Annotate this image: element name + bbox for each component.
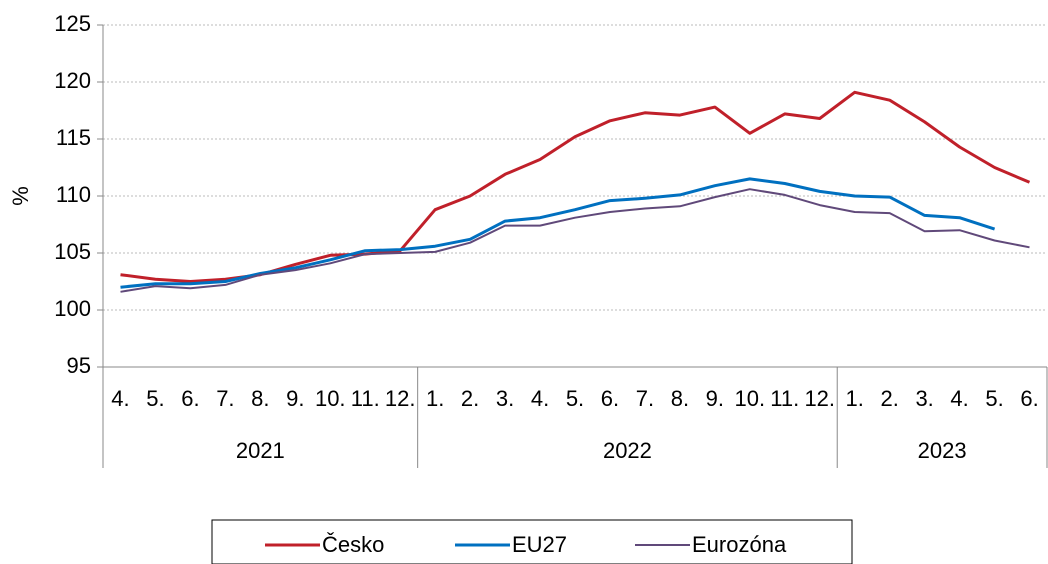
x-tick-label: 5.	[985, 386, 1003, 411]
y-tick-label: 115	[56, 125, 91, 150]
legend-label: Česko	[322, 532, 384, 557]
x-tick-label: 1.	[426, 386, 444, 411]
x-tick-label: 2.	[461, 386, 479, 411]
x-tick-label: 6.	[181, 386, 199, 411]
x-tick-label: 11.	[351, 386, 380, 411]
x-tick-label: 9.	[706, 386, 724, 411]
y-tick-label: 120	[54, 68, 91, 93]
x-tick-label: 12.	[804, 386, 835, 411]
x-group-label: 2023	[918, 438, 967, 463]
x-tick-label: 3.	[496, 386, 514, 411]
x-group-label: 2022	[603, 438, 652, 463]
x-tick-label: 8.	[251, 386, 269, 411]
x-tick-label: 4.	[531, 386, 549, 411]
x-tick-label: 10.	[735, 386, 766, 411]
y-tick-label: 95	[67, 353, 91, 378]
x-tick-label: 9.	[286, 386, 304, 411]
x-tick-label: 4.	[950, 386, 968, 411]
y-tick-label: 110	[56, 182, 91, 207]
series-line	[120, 188, 1030, 293]
x-tick-label: 1.	[846, 386, 864, 411]
x-tick-label: 3.	[915, 386, 933, 411]
legend-label: Eurozóna	[692, 532, 787, 557]
x-tick-label: 7.	[216, 386, 234, 411]
x-tick-label: 5.	[566, 386, 584, 411]
x-tick-label: 10.	[315, 386, 346, 411]
series-line	[120, 177, 996, 289]
x-tick-label: 7.	[636, 386, 654, 411]
legend-label: EU27	[512, 532, 567, 557]
x-tick-label: 6.	[601, 386, 619, 411]
y-tick-label: 125	[54, 11, 91, 36]
x-tick-label: 11.	[770, 386, 799, 411]
x-group-label: 2021	[236, 438, 285, 463]
y-tick-label: 105	[54, 239, 91, 264]
y-axis-label: %	[8, 186, 33, 206]
x-tick-label: 5.	[146, 386, 164, 411]
x-tick-label: 6.	[1020, 386, 1038, 411]
y-tick-label: 100	[54, 296, 91, 321]
x-tick-label: 2.	[880, 386, 898, 411]
x-tick-label: 8.	[671, 386, 689, 411]
legend	[211, 519, 853, 564]
x-tick-label: 12.	[385, 386, 416, 411]
x-tick-label: 4.	[111, 386, 129, 411]
